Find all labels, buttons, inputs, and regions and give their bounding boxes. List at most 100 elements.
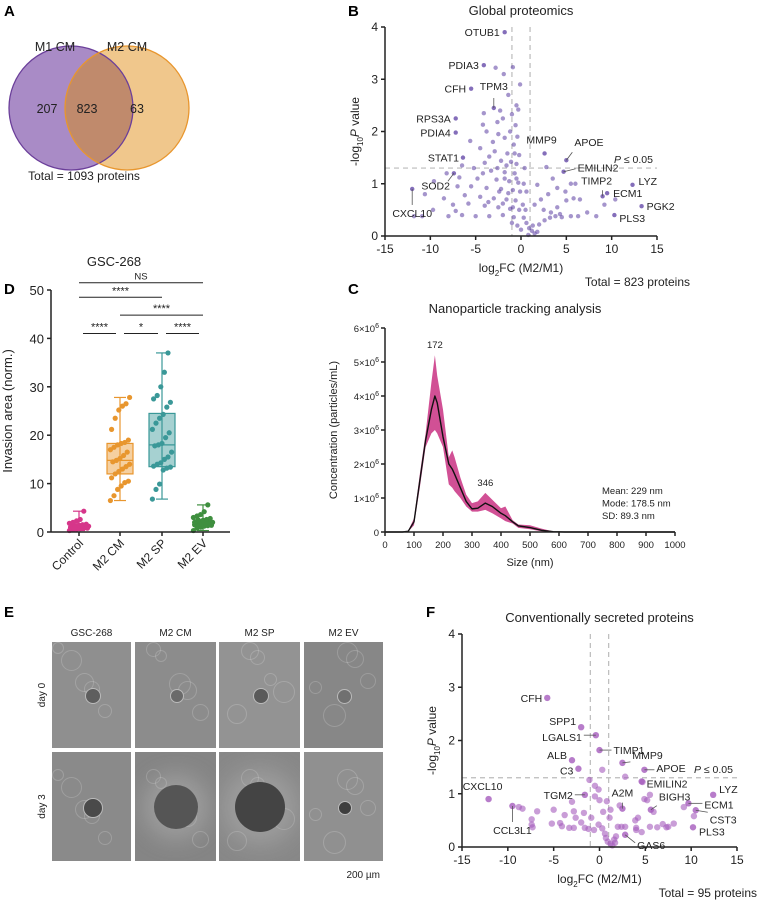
column-label: M2 CM (159, 628, 191, 639)
row-label: day 3 (37, 794, 48, 819)
data-point (201, 509, 207, 515)
labeled-point-alb (568, 757, 576, 764)
data-point (514, 161, 519, 167)
data-point (444, 171, 449, 176)
data-point (115, 486, 121, 493)
x-tick-label: -10 (499, 853, 517, 867)
y-label-italic: P (348, 129, 362, 137)
data-point (494, 177, 499, 182)
data-point (506, 190, 511, 196)
point-label-ccl3l1: CCL3L1 (493, 825, 532, 837)
y-tick-mantissa: 4×10 (354, 392, 375, 403)
data-point (588, 814, 595, 821)
data-point (478, 194, 483, 200)
data-point (157, 481, 163, 487)
background-cell (61, 777, 82, 798)
point-label-pgk2: PGK2 (647, 201, 675, 213)
venn-intersection (65, 46, 133, 170)
point-label-tgm2: TGM2 (544, 790, 573, 802)
data-point (577, 197, 583, 202)
y-label-pre: -log (425, 755, 439, 775)
point-label-pdia4: PDIA4 (420, 128, 451, 140)
x-tick-label: M2 EV (175, 536, 210, 571)
labeled-point-cfh (468, 86, 474, 91)
data-point (430, 207, 436, 213)
column-label: M2 EV (328, 628, 358, 639)
data-point (507, 129, 513, 134)
data-point (153, 420, 159, 426)
y-tick-exponent: 6 (375, 425, 379, 432)
x-tick-label: -10 (422, 242, 440, 256)
spheroid (84, 688, 101, 704)
data-point (638, 828, 645, 836)
data-point (505, 151, 510, 156)
point-label-timp1: TIMP1 (614, 745, 645, 757)
x-axis-label: log2FC (M2/M1) (479, 261, 563, 278)
data-point (529, 824, 536, 831)
data-point (577, 819, 585, 826)
data-point (487, 213, 492, 219)
data-point (169, 449, 175, 455)
data-point (580, 809, 588, 817)
p-threshold-value: ≤ 0.05 (621, 154, 653, 166)
data-point (568, 798, 576, 805)
data-point (516, 207, 522, 213)
data-point (498, 158, 504, 163)
data-point (482, 203, 487, 208)
data-point (553, 213, 558, 219)
microscopy-image (219, 642, 300, 748)
point-label-cfh: CFH (445, 84, 467, 96)
data-point (516, 107, 521, 112)
data-point (571, 196, 576, 201)
labeled-point-rps3a (453, 116, 458, 121)
significance-label: **** (112, 285, 130, 297)
data-point (515, 223, 520, 228)
data-point (482, 160, 487, 166)
data-point (603, 798, 611, 805)
background-cell (227, 704, 247, 724)
point-label-sod2: SOD2 (421, 180, 450, 192)
data-point (541, 207, 546, 213)
data-point (514, 103, 519, 108)
data-point (125, 478, 131, 484)
data-point (160, 411, 166, 417)
data-point (163, 435, 169, 441)
y-tick-label: 5×106 (354, 357, 379, 369)
data-point (621, 823, 629, 830)
data-point (157, 415, 163, 421)
data-point (573, 181, 578, 186)
x-label-sub: 2 (573, 880, 578, 889)
labeled-point-pdia4 (453, 130, 458, 135)
y-tick-label: 20 (30, 428, 44, 443)
x-tick-label: 0 (382, 540, 387, 551)
x-tick-label: 0 (518, 242, 525, 256)
data-point (491, 196, 496, 201)
data-point (643, 796, 651, 804)
background-cell (323, 831, 346, 854)
label-leader-line (447, 173, 455, 182)
panel-label-f: F (426, 604, 435, 621)
data-point (548, 210, 554, 215)
data-point (528, 816, 535, 823)
microscopy-image (135, 752, 216, 861)
data-point (546, 192, 551, 197)
data-point (495, 165, 500, 171)
label-leader-line (563, 168, 576, 173)
spheroid (337, 688, 352, 704)
data-point (521, 215, 526, 220)
data-point (124, 449, 130, 455)
microscopy-image (304, 752, 383, 861)
labeled-point-ecm1 (604, 190, 610, 196)
data-point (670, 820, 677, 827)
data-point (127, 394, 133, 401)
point-label-rps3a: RPS3A (416, 113, 450, 125)
data-point (441, 196, 447, 201)
background-cell (52, 769, 64, 781)
data-point (538, 197, 544, 202)
x-tick-label: 700 (580, 540, 596, 551)
labeled-point-stat1 (460, 155, 466, 160)
data-point (584, 210, 590, 215)
data-point (500, 116, 506, 121)
data-point (123, 401, 129, 407)
venn-count-m2-only: 63 (130, 102, 144, 116)
